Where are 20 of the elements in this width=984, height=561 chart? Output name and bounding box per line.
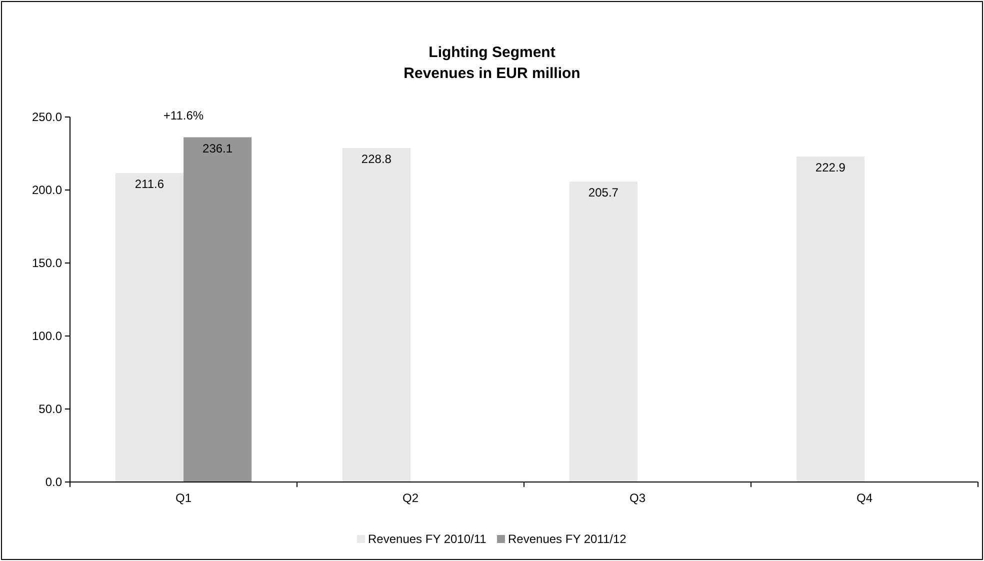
data-label: 222.9 <box>815 160 846 175</box>
legend-label: Revenues FY 2010/11 <box>368 532 487 546</box>
chart-title: Lighting Segment <box>428 44 556 61</box>
annotation: +11.6% <box>163 108 204 122</box>
x-tick-label: Q1 <box>175 491 192 505</box>
data-label: 228.8 <box>361 152 392 166</box>
y-tick-label: 0.0 <box>45 475 62 489</box>
y-tick-label: 100.0 <box>32 329 62 343</box>
y-tick-label: 250.0 <box>32 110 62 124</box>
legend-label: Revenues FY 2011/12 <box>508 532 627 546</box>
data-label: 205.7 <box>588 186 619 200</box>
data-label: 211.6 <box>134 177 164 192</box>
y-tick-label: 50.0 <box>38 402 62 416</box>
x-tick-label: Q4 <box>856 491 873 505</box>
chart-subtitle: Revenues in EUR million <box>404 65 580 82</box>
data-label: 236.1 <box>202 141 233 156</box>
x-tick-label: Q2 <box>402 491 419 505</box>
y-tick-label: 150.0 <box>32 256 62 270</box>
x-tick-label: Q3 <box>629 491 646 505</box>
y-tick-label: 200.0 <box>32 183 62 197</box>
